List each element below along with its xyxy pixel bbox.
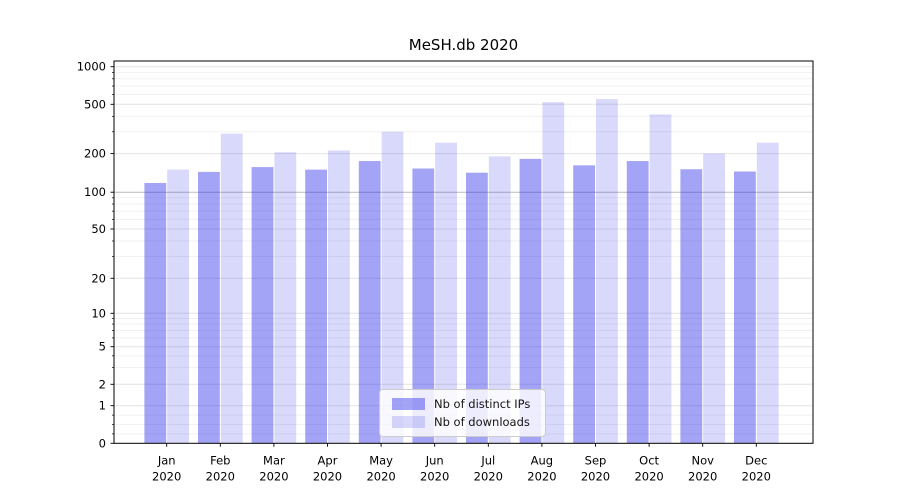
- x-tick-label: Jul 2020: [474, 454, 503, 484]
- bar-distinct-ips: [626, 161, 649, 444]
- legend-swatch-downloads: [392, 416, 425, 428]
- x-tick-label: Feb 2020: [206, 454, 235, 484]
- bar-distinct-ips: [198, 171, 220, 444]
- y-tick-label: 20: [91, 271, 106, 285]
- y-tick-label: 50: [91, 222, 106, 236]
- x-tick-label: Aug 2020: [527, 454, 556, 484]
- y-tick-label: 0: [99, 436, 106, 450]
- bar-downloads: [167, 169, 189, 444]
- x-tick-label: Apr 2020: [313, 454, 342, 484]
- bar-downloads: [328, 150, 350, 444]
- y-tick-label: 1: [99, 399, 106, 413]
- legend-label-distinct-ips: Nb of distinct IPs: [434, 397, 531, 411]
- x-tick-label: May 2020: [366, 454, 395, 484]
- x-tick-label: Oct 2020: [634, 454, 663, 484]
- bar-downloads: [703, 153, 725, 444]
- bar-distinct-ips: [358, 161, 381, 444]
- chart-title: MeSH.db 2020: [408, 36, 519, 54]
- bar-distinct-ips: [305, 169, 327, 444]
- bar-distinct-ips: [519, 158, 542, 444]
- x-tick-label: Dec 2020: [742, 454, 771, 484]
- x-tick-label: Nov 2020: [688, 454, 717, 484]
- bar-downloads: [649, 114, 672, 444]
- y-tick-label: 500: [84, 97, 106, 111]
- legend-label-downloads: Nb of downloads: [434, 415, 530, 429]
- bar-distinct-ips: [466, 172, 488, 444]
- bar-distinct-ips: [251, 167, 274, 444]
- legend: Nb of distinct IPs Nb of downloads: [379, 389, 546, 437]
- bar-downloads: [756, 142, 779, 444]
- x-tick-label: Sep 2020: [581, 454, 610, 484]
- legend-item-distinct-ips: Nb of distinct IPs: [392, 397, 535, 411]
- bar-downloads: [220, 133, 243, 444]
- y-tick-label: 5: [99, 340, 106, 354]
- legend-item-downloads: Nb of downloads: [392, 415, 535, 429]
- y-tick-label: 10: [91, 306, 106, 320]
- bar-distinct-ips: [734, 171, 756, 444]
- y-tick-label: 1000: [77, 60, 106, 74]
- y-tick-label: 2: [99, 377, 106, 391]
- bar-downloads: [542, 102, 565, 444]
- x-tick-label: Jun 2020: [420, 454, 449, 484]
- x-tick-label: Jan 2020: [152, 454, 181, 484]
- bar-downloads: [381, 131, 404, 444]
- legend-swatch-distinct-ips: [392, 398, 425, 410]
- bar-downloads: [596, 99, 618, 444]
- bar-distinct-ips: [144, 182, 167, 444]
- x-tick-label: Mar 2020: [259, 454, 288, 484]
- y-tick-label: 100: [84, 185, 106, 199]
- bar-downloads: [488, 156, 511, 444]
- bar-distinct-ips: [573, 165, 595, 444]
- bar-distinct-ips: [680, 169, 703, 444]
- bar-distinct-ips: [412, 168, 435, 444]
- bar-downloads: [274, 152, 297, 444]
- y-tick-label: 200: [84, 147, 106, 161]
- plot-frame: [113, 60, 814, 444]
- bar-downloads: [435, 142, 457, 444]
